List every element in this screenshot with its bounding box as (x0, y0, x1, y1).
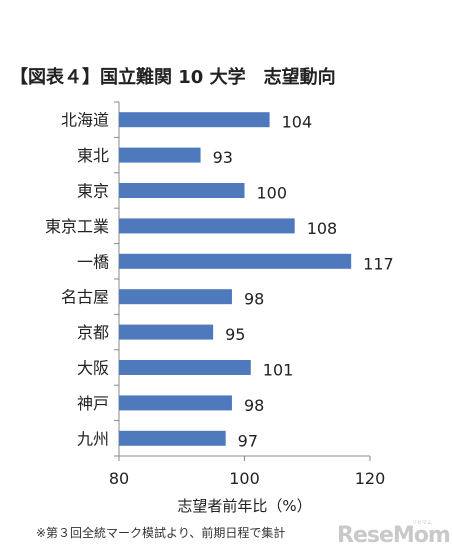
bar-7 (119, 324, 214, 340)
chart-title: 【図表４】国立難関 10 大学 志望動向 (10, 66, 336, 88)
watermark-logo: ReseMom (337, 523, 450, 548)
category-label: 名古屋 (61, 288, 109, 307)
value-label: 101 (263, 361, 294, 380)
value-label: 93 (213, 148, 233, 167)
value-label: 98 (244, 396, 264, 415)
bar-9 (119, 395, 232, 411)
value-label: 104 (282, 113, 313, 132)
bar-1 (119, 112, 270, 128)
bar-8 (119, 360, 251, 375)
bar-6 (119, 289, 232, 305)
category-label: 一橋 (77, 252, 109, 271)
value-label: 117 (363, 254, 394, 273)
category-label: 京都 (77, 323, 109, 342)
value-label: 108 (307, 219, 338, 238)
bar-5 (119, 253, 352, 269)
category-label: 東京 (77, 182, 109, 201)
bar-3 (119, 183, 245, 198)
footnote: ※第３回全統マーク模試より、前期日程で集計 (36, 525, 285, 540)
value-label: 97 (238, 431, 258, 450)
bar-10 (119, 430, 226, 446)
category-label: 東北 (77, 146, 109, 165)
category-label: 九州 (77, 429, 109, 448)
x-tick-label: 80 (109, 469, 129, 488)
category-label: 大阪 (77, 359, 109, 378)
watermark-subtext: リセマム (412, 520, 432, 526)
bar-4 (119, 218, 295, 234)
value-label: 98 (244, 290, 264, 309)
value-label: 95 (225, 325, 245, 344)
bar-2 (119, 147, 201, 163)
x-tick-label: 120 (355, 469, 386, 488)
category-label: 北海道 (61, 111, 109, 130)
x-tick-label: 100 (229, 469, 260, 488)
x-axis-label: 志望者前年比（%） (177, 497, 311, 515)
category-label: 東京工業 (45, 217, 109, 236)
plot-area: 80 100 120 志望者前年比（%） 北海道 104 東北 93 東京 100 東京工業 108 一… (45, 101, 394, 515)
category-label: 神戸 (77, 394, 109, 413)
value-label: 100 (257, 184, 288, 203)
